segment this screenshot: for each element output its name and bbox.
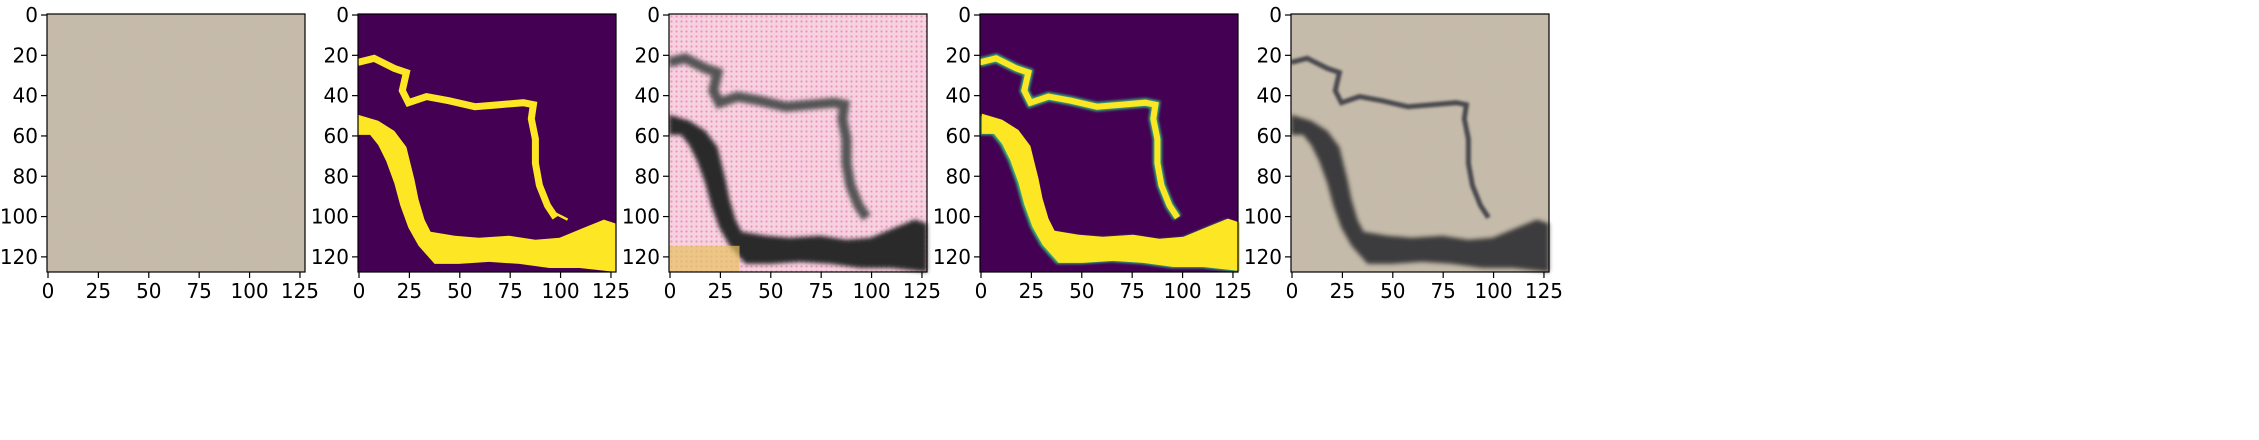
y-tick-label: 60 <box>324 124 349 148</box>
y-tick-label: 60 <box>635 124 660 148</box>
y-tick-label: 0 <box>25 3 38 27</box>
axes-frame <box>46 13 306 273</box>
y-tick-label: 0 <box>336 3 349 27</box>
y-tick-label: 80 <box>635 164 660 188</box>
generated-corner-artifact <box>669 245 740 272</box>
panel-reconstructed: 0 25 50 75 100 125 0 20 40 60 80 100 120 <box>1244 3 1563 303</box>
y-tick-label: 40 <box>1257 84 1282 108</box>
x-tick-label: 0 <box>353 279 366 303</box>
y-tick-label: 20 <box>13 43 38 67</box>
x-tick-label: 100 <box>1163 279 1201 303</box>
x-tick-label: 25 <box>1019 279 1044 303</box>
axes: 0 25 50 75 100 125 0 20 40 60 80 100 120 <box>933 3 1252 303</box>
x-tick-label: 25 <box>1330 279 1355 303</box>
x-tick-label: 50 <box>1380 279 1405 303</box>
x-tick-label: 75 <box>1430 279 1455 303</box>
axes-frame <box>1290 13 1550 273</box>
x-tick-label: 0 <box>1286 279 1299 303</box>
x-tick-label: 0 <box>664 279 677 303</box>
panel-image <box>47 14 305 272</box>
pred-crack-upper <box>980 55 1181 220</box>
y-tick-label: 0 <box>1269 3 1282 27</box>
y-tick-label: 100 <box>311 205 349 229</box>
y-tick-label: 60 <box>1257 124 1282 148</box>
y-tick-label: 40 <box>13 84 38 108</box>
axes-frame <box>979 13 1239 273</box>
x-tick-label: 75 <box>808 279 833 303</box>
axes: 0 25 50 75 100 125 0 20 40 60 80 100 120 <box>1244 3 1563 303</box>
y-tick-label: 20 <box>1257 43 1282 67</box>
panel-image <box>669 14 927 272</box>
x-tick-label: 125 <box>1525 279 1563 303</box>
y-tick-label: 20 <box>635 43 660 67</box>
x-tick-label: 125 <box>1214 279 1252 303</box>
x-tick-label: 25 <box>397 279 422 303</box>
pred-crack-band <box>982 113 1241 271</box>
y-tick-label: 40 <box>324 84 349 108</box>
x-tick-label: 50 <box>1069 279 1094 303</box>
y-tick-label: 20 <box>324 43 349 67</box>
axes: 0 25 50 75 100 125 0 20 40 60 80 100 120 <box>0 3 319 303</box>
y-tick-label: 100 <box>622 205 660 229</box>
y-tick-label: 100 <box>0 205 38 229</box>
axes: 0 25 50 75 100 125 0 20 40 60 80 100 120 <box>622 3 941 303</box>
recon-crack-upper <box>1291 55 1491 219</box>
sand-texture-grain <box>47 14 305 272</box>
y-tick-label: 60 <box>946 124 971 148</box>
x-tick-label: 75 <box>497 279 522 303</box>
x-tick-label: 75 <box>1119 279 1144 303</box>
axes: 0 25 50 75 100 125 0 20 40 60 80 100 120 <box>311 3 630 303</box>
x-tick-label: 125 <box>592 279 630 303</box>
y-tick-label: 120 <box>1244 245 1282 269</box>
y-tick-label: 80 <box>1257 164 1282 188</box>
panel-image <box>358 14 616 272</box>
x-tick-label: 0 <box>975 279 988 303</box>
panel-input-texture: 0 25 50 75 100 125 0 20 40 60 80 100 120 <box>0 3 319 303</box>
x-tick-label: 125 <box>903 279 941 303</box>
y-tick-label: 20 <box>946 43 971 67</box>
mask-crack-band <box>358 114 616 272</box>
generated-crack-upper <box>669 52 871 221</box>
panel-generated-crack: 0 25 50 75 100 125 0 20 40 60 80 100 120 <box>622 3 941 303</box>
x-tick-label: 50 <box>136 279 161 303</box>
y-tick-label: 100 <box>933 205 971 229</box>
x-tick-label: 50 <box>447 279 472 303</box>
y-tick-label: 40 <box>635 84 660 108</box>
panel-image <box>1291 14 1549 272</box>
x-tick-label: 100 <box>230 279 268 303</box>
y-tick-label: 0 <box>958 3 971 27</box>
x-tick-label: 25 <box>86 279 111 303</box>
x-tick-label: 100 <box>852 279 890 303</box>
y-tick-label: 120 <box>311 245 349 269</box>
x-tick-label: 0 <box>42 279 55 303</box>
generated-crack-band <box>669 114 927 272</box>
mask-crack-thin <box>530 118 569 221</box>
x-tick-label: 100 <box>1474 279 1512 303</box>
y-tick-label: 60 <box>13 124 38 148</box>
y-tick-label: 80 <box>946 164 971 188</box>
panel-image <box>980 14 1241 272</box>
y-tick-label: 40 <box>946 84 971 108</box>
x-tick-label: 75 <box>186 279 211 303</box>
y-tick-label: 80 <box>13 164 38 188</box>
panel-mask-predicted: 0 25 50 75 100 125 0 20 40 60 80 100 120 <box>933 3 1252 303</box>
x-tick-label: 25 <box>708 279 733 303</box>
x-tick-label: 125 <box>281 279 319 303</box>
y-tick-label: 120 <box>0 245 38 269</box>
y-tick-label: 0 <box>647 3 660 27</box>
axes-frame <box>357 13 617 273</box>
y-tick-label: 100 <box>1244 205 1282 229</box>
recon-crack-band <box>1291 114 1549 272</box>
x-tick-label: 50 <box>758 279 783 303</box>
axes-frame <box>668 13 928 273</box>
panel-mask-binary: 0 25 50 75 100 125 0 20 40 60 80 100 120 <box>311 3 630 303</box>
y-tick-label: 120 <box>933 245 971 269</box>
y-tick-label: 80 <box>324 164 349 188</box>
x-tick-label: 100 <box>541 279 579 303</box>
y-tick-label: 120 <box>622 245 660 269</box>
